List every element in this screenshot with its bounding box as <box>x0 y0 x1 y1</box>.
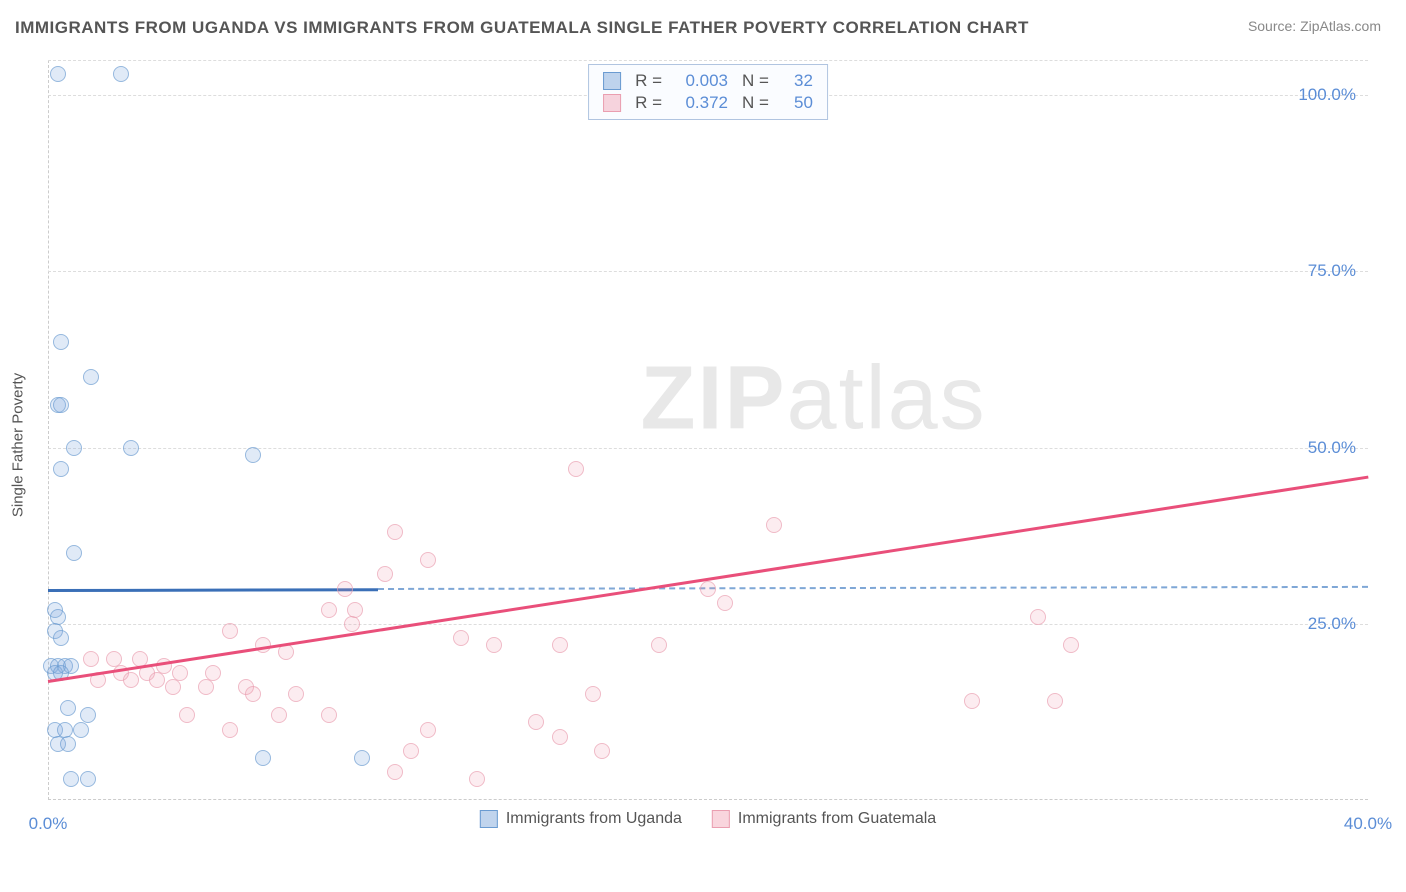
data-point <box>66 440 82 456</box>
legend-swatch <box>603 94 621 112</box>
data-point <box>453 630 469 646</box>
data-point <box>255 750 271 766</box>
data-point <box>63 771 79 787</box>
legend-row: R = 0.372 N = 50 <box>603 93 813 113</box>
data-point <box>387 764 403 780</box>
trend-line <box>48 476 1368 683</box>
gridline <box>48 60 1368 61</box>
data-point <box>1047 693 1063 709</box>
trend-line-extrapolation <box>378 586 1368 590</box>
legend-swatch <box>712 810 730 828</box>
data-point <box>377 566 393 582</box>
plot-region: 25.0%50.0%75.0%100.0%0.0%40.0% <box>48 60 1368 830</box>
data-point <box>469 771 485 787</box>
data-point <box>53 630 69 646</box>
r-value: 0.372 <box>676 93 728 113</box>
source-attribution: Source: ZipAtlas.com <box>1248 18 1381 34</box>
legend-row: R = 0.003 N = 32 <box>603 71 813 91</box>
data-point <box>420 722 436 738</box>
data-point <box>528 714 544 730</box>
data-point <box>486 637 502 653</box>
data-point <box>337 581 353 597</box>
data-point <box>222 623 238 639</box>
x-axis <box>48 799 1368 800</box>
data-point <box>80 771 96 787</box>
data-point <box>420 552 436 568</box>
data-point <box>717 595 733 611</box>
gridline <box>48 271 1368 272</box>
y-axis <box>48 60 49 800</box>
data-point <box>288 686 304 702</box>
data-point <box>387 524 403 540</box>
n-label: N = <box>742 71 769 91</box>
data-point <box>60 736 76 752</box>
x-tick-label: 0.0% <box>29 814 68 834</box>
data-point <box>321 707 337 723</box>
series-legend: Immigrants from Uganda Immigrants from Gu… <box>480 810 936 828</box>
n-value: 32 <box>783 71 813 91</box>
data-point <box>1030 609 1046 625</box>
n-label: N = <box>742 93 769 113</box>
data-point <box>73 722 89 738</box>
r-label: R = <box>635 93 662 113</box>
data-point <box>354 750 370 766</box>
gridline <box>48 624 1368 625</box>
data-point <box>1063 637 1079 653</box>
data-point <box>964 693 980 709</box>
data-point <box>53 461 69 477</box>
x-tick-label: 40.0% <box>1344 814 1392 834</box>
trend-line <box>48 588 378 591</box>
data-point <box>651 637 667 653</box>
legend-label: Immigrants from Uganda <box>506 810 682 828</box>
data-point <box>766 517 782 533</box>
data-point <box>179 707 195 723</box>
data-point <box>123 672 139 688</box>
data-point <box>83 651 99 667</box>
data-point <box>245 447 261 463</box>
data-point <box>245 686 261 702</box>
data-point <box>113 66 129 82</box>
data-point <box>403 743 419 759</box>
data-point <box>50 66 66 82</box>
data-point <box>222 722 238 738</box>
data-point <box>149 672 165 688</box>
legend-item: Immigrants from Guatemala <box>712 810 936 828</box>
chart-title: IMMIGRANTS FROM UGANDA VS IMMIGRANTS FRO… <box>15 18 1029 38</box>
correlation-legend: R = 0.003 N = 32 R = 0.372 N = 50 <box>588 64 828 120</box>
data-point <box>321 602 337 618</box>
data-point <box>83 369 99 385</box>
n-value: 50 <box>783 93 813 113</box>
data-point <box>198 679 214 695</box>
r-label: R = <box>635 71 662 91</box>
y-tick-label: 50.0% <box>1308 438 1356 458</box>
y-axis-label: Single Father Poverty <box>10 373 27 517</box>
r-value: 0.003 <box>676 71 728 91</box>
data-point <box>53 397 69 413</box>
data-point <box>123 440 139 456</box>
y-tick-label: 100.0% <box>1298 85 1356 105</box>
y-tick-label: 75.0% <box>1308 261 1356 281</box>
data-point <box>552 729 568 745</box>
legend-swatch <box>480 810 498 828</box>
data-point <box>165 679 181 695</box>
data-point <box>60 700 76 716</box>
chart-area: Single Father Poverty ZIPatlas 25.0%50.0… <box>48 60 1368 830</box>
legend-item: Immigrants from Uganda <box>480 810 682 828</box>
data-point <box>53 334 69 350</box>
y-tick-label: 25.0% <box>1308 614 1356 634</box>
data-point <box>700 581 716 597</box>
legend-label: Immigrants from Guatemala <box>738 810 936 828</box>
data-point <box>66 545 82 561</box>
data-point <box>568 461 584 477</box>
data-point <box>594 743 610 759</box>
data-point <box>344 616 360 632</box>
data-point <box>552 637 568 653</box>
data-point <box>271 707 287 723</box>
legend-swatch <box>603 72 621 90</box>
data-point <box>585 686 601 702</box>
